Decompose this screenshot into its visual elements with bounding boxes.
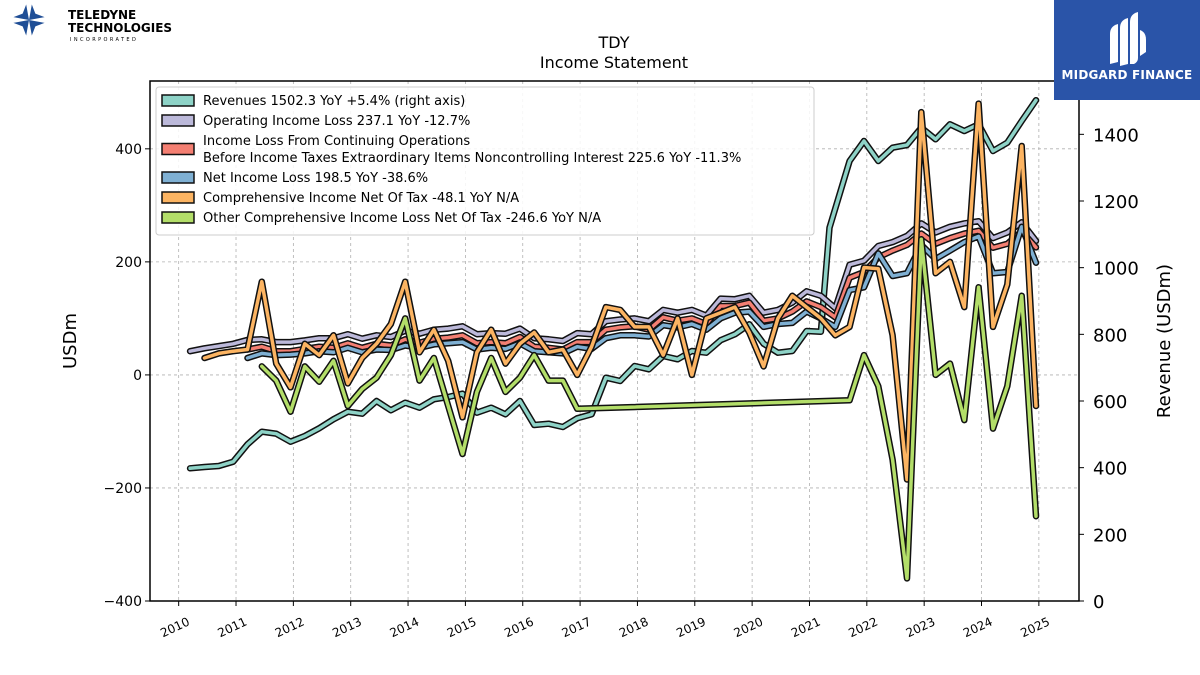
y-tick-label: −400 bbox=[104, 594, 142, 610]
legend-swatch-other_comprehensive bbox=[161, 211, 195, 224]
y-right-tick-label: 1400 bbox=[1093, 125, 1139, 146]
company-logo-line1: TELEDYNE bbox=[68, 8, 136, 22]
series-line-revenues bbox=[188, 98, 1038, 471]
plot-area bbox=[149, 80, 1080, 602]
chart-subtitle: Income Statement bbox=[540, 53, 688, 72]
chart-title: TDY bbox=[598, 33, 630, 52]
x-tick-label: 2023 bbox=[904, 615, 938, 641]
y-right-tick-label: 1000 bbox=[1093, 259, 1139, 280]
midgard-m-icon bbox=[1110, 12, 1146, 66]
teledyne-petal bbox=[29, 4, 45, 20]
x-tick-label: 2025 bbox=[1018, 615, 1052, 641]
legend-swatch-operating bbox=[161, 114, 195, 127]
teledyne-petal bbox=[13, 20, 29, 36]
y-tick-label: 0 bbox=[133, 368, 142, 384]
y-right-tick-label: 0 bbox=[1093, 592, 1104, 613]
legend-label-comprehensive: Comprehensive Income Net Of Tax -48.1 Yo… bbox=[203, 191, 519, 206]
midgard-finance-logo: MIDGARD FINANCE bbox=[1054, 0, 1200, 100]
midgard-finance-label: MIDGARD FINANCE bbox=[1061, 68, 1193, 82]
x-tick-label: 2021 bbox=[789, 615, 823, 641]
company-logo-line3: INCORPORATED bbox=[70, 37, 138, 43]
legend-label-pretax: Before Income Taxes Extraordinary Items … bbox=[203, 151, 741, 166]
series-line-comprehensive bbox=[202, 101, 1038, 482]
y-right-tick-label: 1200 bbox=[1093, 192, 1139, 213]
y-right-tick-label: 200 bbox=[1093, 525, 1127, 546]
legend-box bbox=[155, 86, 815, 236]
legend-swatch-comprehensive bbox=[161, 191, 195, 204]
x-tick-label: 2020 bbox=[732, 615, 766, 641]
x-tick-label: 2022 bbox=[846, 615, 880, 641]
legend-label-revenues: Revenues 1502.3 YoY +5.4% (right axis) bbox=[203, 94, 465, 109]
teledyne-logo: TELEDYNE TECHNOLOGIES INCORPORATED bbox=[13, 4, 172, 43]
legend-swatch-pretax bbox=[161, 142, 195, 156]
y-axis-label: USDm bbox=[60, 313, 81, 369]
legend-label-other_comprehensive: Other Comprehensive Income Loss Net Of T… bbox=[203, 211, 601, 226]
legend: Revenues 1502.3 YoY +5.4% (right axis) Op… bbox=[155, 86, 815, 236]
x-tick-label: 2018 bbox=[617, 615, 651, 641]
y-right-tick-label: 600 bbox=[1093, 392, 1127, 413]
y-right-tick-label: 800 bbox=[1093, 325, 1127, 346]
legend-label-operating: Operating Income Loss 237.1 YoY -12.7% bbox=[203, 114, 470, 129]
x-tick-label: 2012 bbox=[273, 615, 307, 641]
x-tick-label: 2016 bbox=[502, 615, 536, 641]
series-line-net_income bbox=[245, 225, 1038, 360]
x-tick-label: 2011 bbox=[216, 615, 250, 641]
legend-swatch-net_income bbox=[161, 171, 195, 184]
x-tick-label: 2017 bbox=[560, 615, 594, 641]
company-logo-line2: TECHNOLOGIES bbox=[68, 21, 172, 35]
y-tick-label: 400 bbox=[115, 142, 142, 158]
y-axis-right-label: Revenue (USDm) bbox=[1154, 264, 1175, 418]
teledyne-petal bbox=[13, 4, 29, 20]
x-tick-label: 2019 bbox=[674, 615, 708, 641]
legend-label-pretax: Income Loss From Continuing Operations bbox=[203, 134, 470, 149]
series-line-other_comprehensive bbox=[260, 237, 1038, 581]
x-tick-label: 2014 bbox=[388, 615, 422, 641]
legend-label-net_income: Net Income Loss 198.5 YoY -38.6% bbox=[203, 171, 428, 186]
y-tick-label: −200 bbox=[104, 481, 142, 497]
x-tick-label: 2010 bbox=[158, 615, 192, 641]
y-right-tick-label: 400 bbox=[1093, 459, 1127, 480]
y-tick-label: 200 bbox=[115, 255, 142, 271]
x-tick-label: 2015 bbox=[445, 615, 479, 641]
x-tick-label: 2013 bbox=[330, 615, 364, 641]
teledyne-petal bbox=[29, 20, 45, 36]
legend-swatch-revenues bbox=[161, 94, 195, 107]
x-tick-label: 2024 bbox=[961, 615, 995, 641]
teledyne-flower-icon bbox=[13, 4, 45, 36]
series-lines bbox=[186, 96, 1040, 582]
